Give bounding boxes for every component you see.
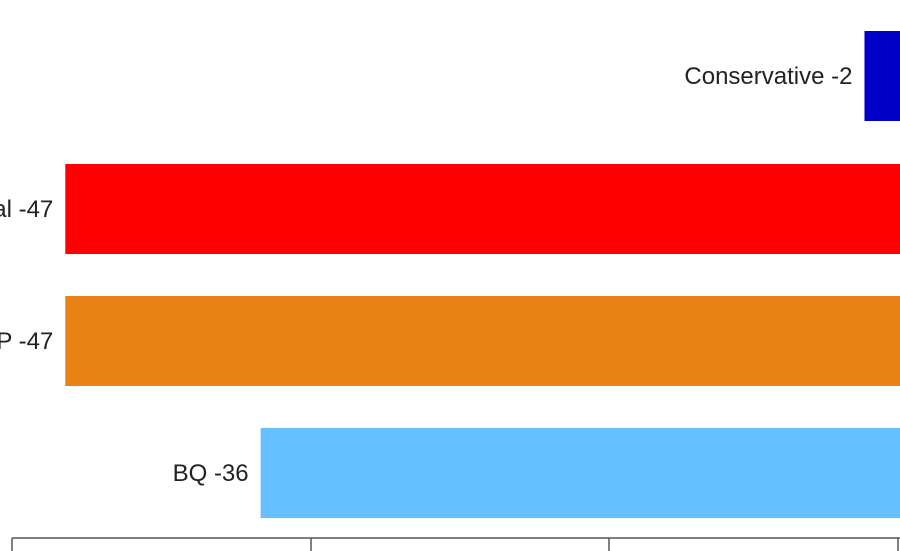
bar-bq <box>260 428 900 518</box>
bar-label-bq: BQ -36 <box>173 460 249 487</box>
bar-label-ndp: NDP -47 <box>0 328 53 355</box>
bar-liberal <box>65 164 900 254</box>
bars-layer <box>65 31 900 518</box>
bar-ndp <box>65 296 900 386</box>
x-axis <box>11 537 900 551</box>
bar-label-liberal: Liberal -47 <box>0 196 53 223</box>
bar-label-conservative: Conservative -2 <box>684 63 852 90</box>
labels-layer: Conservative -2 Liberal -47 NDP -47 BQ -36 <box>0 63 852 487</box>
bar-conservative <box>864 31 900 121</box>
